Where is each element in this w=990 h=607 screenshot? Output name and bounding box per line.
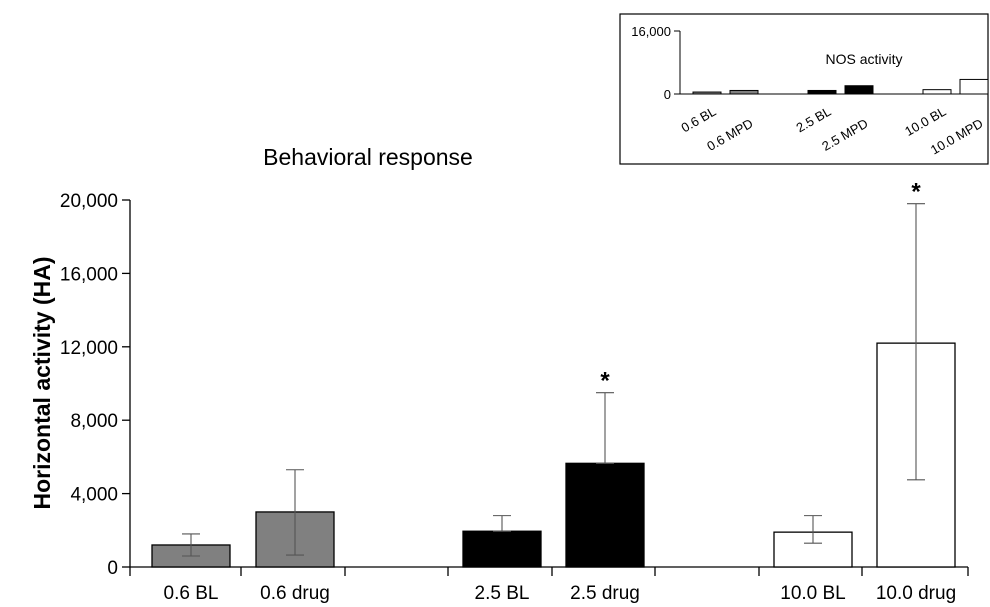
y-axis-label: Horizontal activity (HA) xyxy=(29,256,55,509)
inset-y-tick-label: 0 xyxy=(664,87,671,102)
inset-bar xyxy=(807,89,837,95)
inset-bar xyxy=(959,78,989,95)
y-tick-label: 16,000 xyxy=(60,264,118,285)
x-tick-label: 0.6 drug xyxy=(260,583,330,604)
inset-y-tick-label: 16,000 xyxy=(631,24,671,39)
x-tick-label: 2.5 BL xyxy=(475,583,530,604)
inset-bar xyxy=(922,89,952,95)
inset-title: NOS activity xyxy=(825,51,902,67)
significance-marker: * xyxy=(911,179,921,206)
inset-bars xyxy=(692,78,989,95)
x-tick-label: 10.0 BL xyxy=(780,583,846,604)
chart-title: Behavioral response xyxy=(263,144,473,170)
bar xyxy=(462,530,542,568)
y-tick-label: 12,000 xyxy=(60,338,118,359)
inset-bar xyxy=(692,91,722,95)
x-tick-label: 2.5 drug xyxy=(570,583,640,604)
inset-bar xyxy=(729,89,759,95)
significance-marker: * xyxy=(600,368,610,395)
bar xyxy=(565,462,645,568)
x-tick-label: 10.0 drug xyxy=(876,583,956,604)
tick-labels: 0 4,000 8,000 12,000 16,000 20,000 0.6 BL 0.6 d… xyxy=(60,179,956,604)
y-tick-label: 20,000 xyxy=(60,191,118,212)
y-tick-label: 8,000 xyxy=(70,411,118,432)
y-tick-label: 0 xyxy=(107,558,118,579)
inset-bar xyxy=(844,85,874,95)
x-tick-label: 0.6 BL xyxy=(164,583,219,604)
bars xyxy=(151,203,956,568)
inset-frame xyxy=(619,13,989,165)
y-tick-label: 4,000 xyxy=(70,485,118,506)
